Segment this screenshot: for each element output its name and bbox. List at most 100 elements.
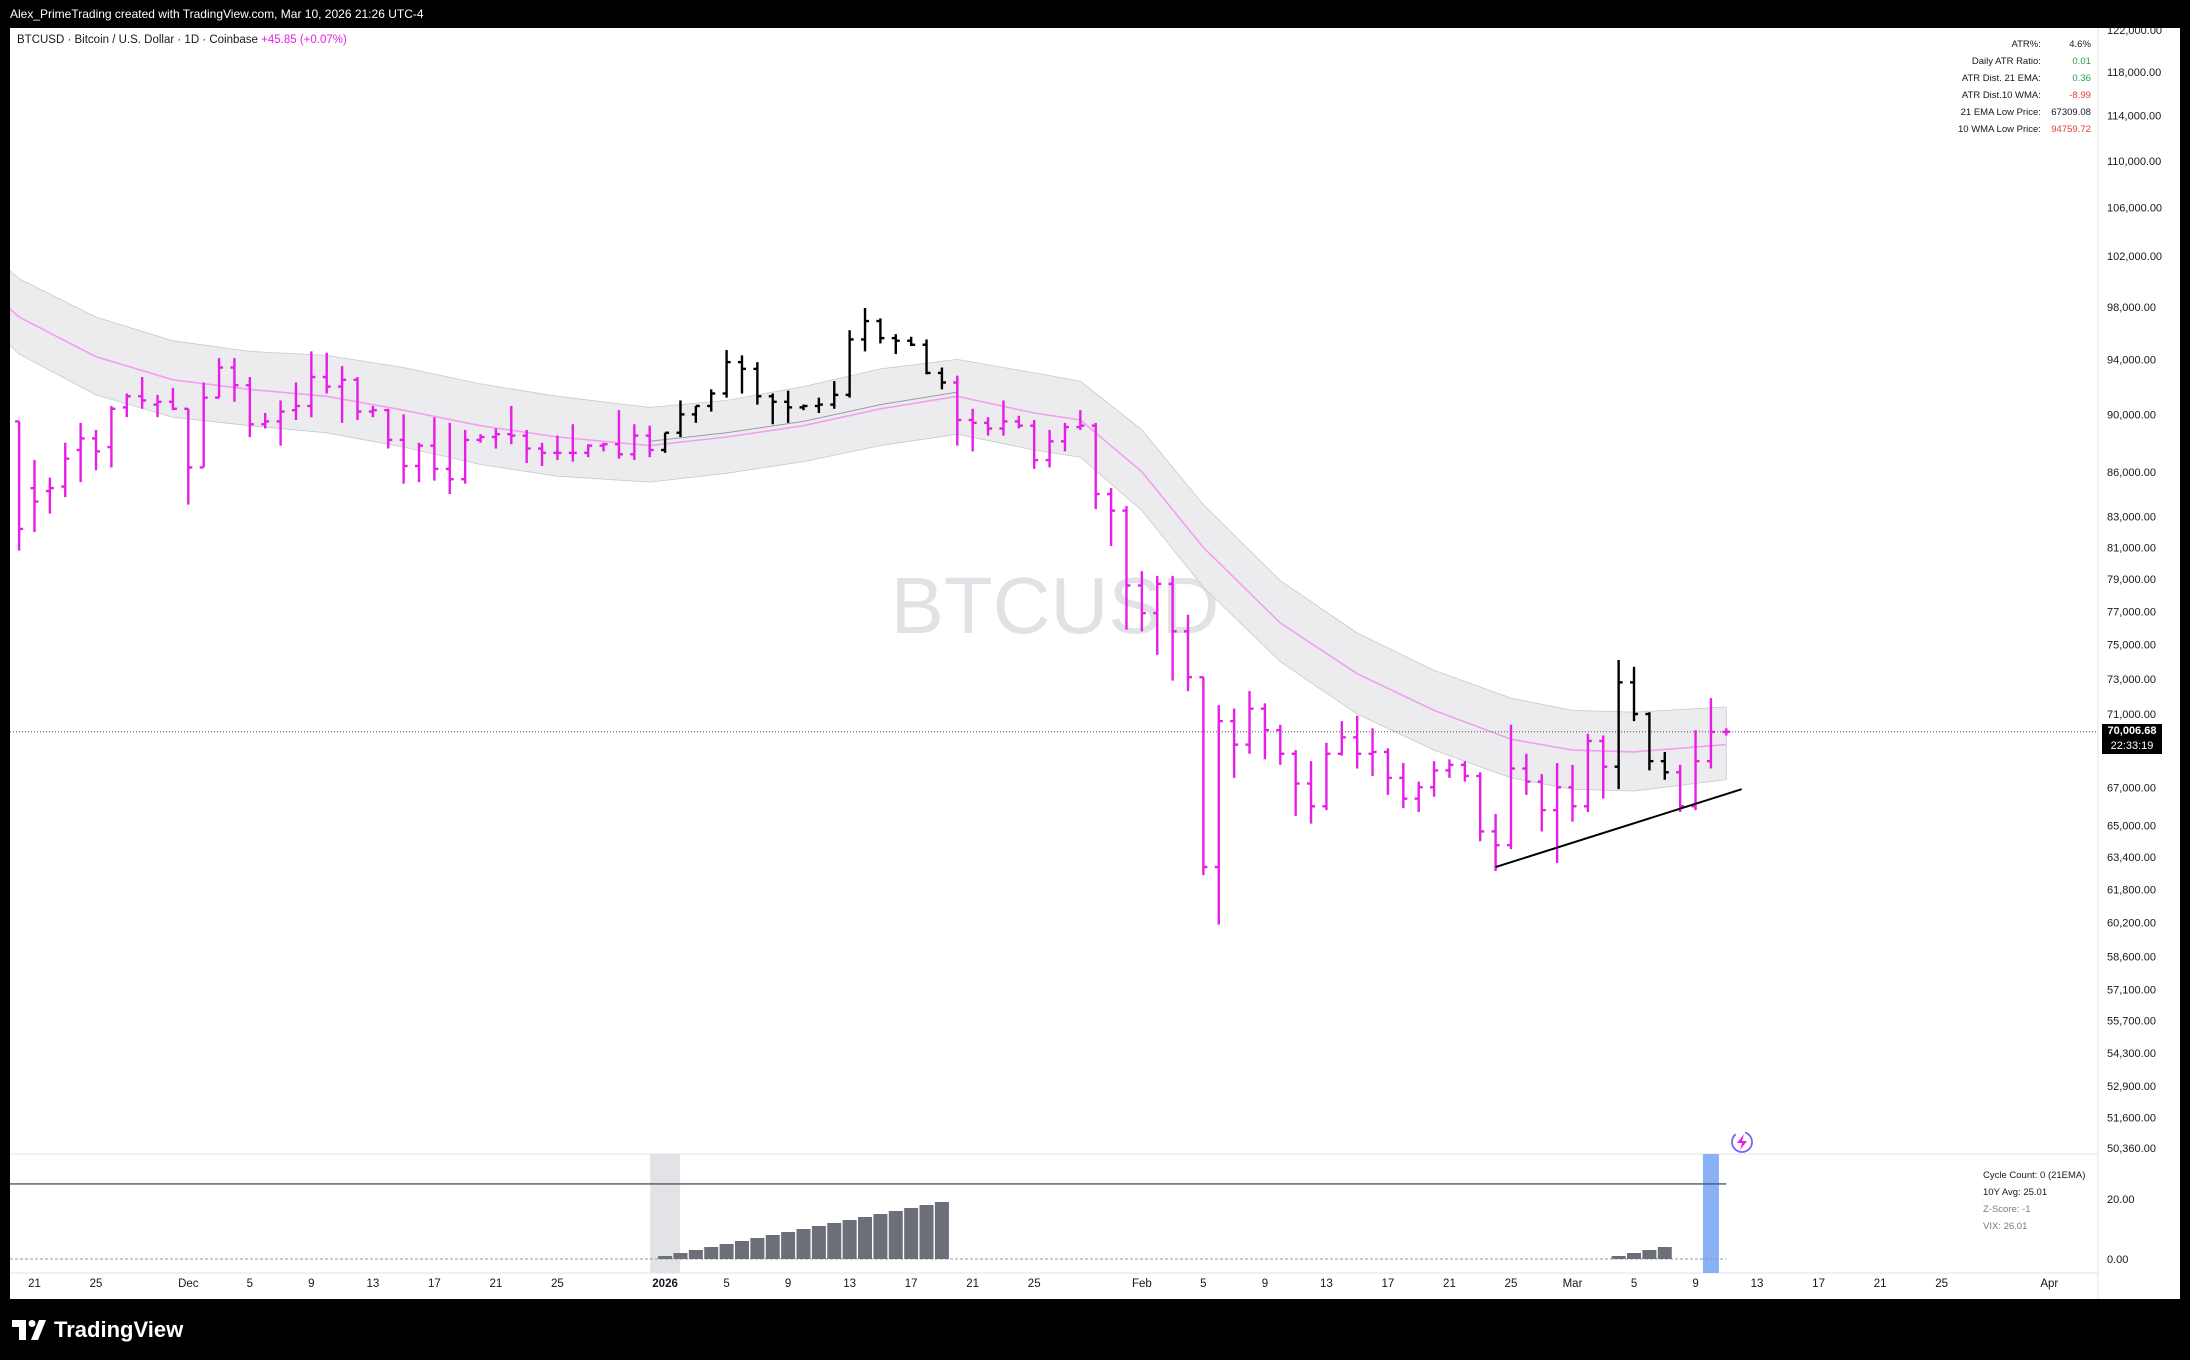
- ohlc-bar: [937, 367, 946, 390]
- price-scale-label: 75,000.00: [2107, 640, 2156, 652]
- price-scale-label: 114,000.00: [2107, 111, 2161, 123]
- ohlc-bar: [307, 351, 316, 418]
- current-price-value: 70,006.68: [2107, 724, 2157, 737]
- time-axis-label: Dec: [178, 1278, 199, 1290]
- time-axis-label: 25: [1935, 1278, 1948, 1290]
- ohlc-bar: [61, 442, 70, 498]
- time-axis-label: 25: [551, 1278, 564, 1290]
- atr-stats-table: ATR%: 4.6% Daily ATR Ratio: 0.01 ATR Dist. 2…: [1955, 36, 2094, 138]
- ohlc-bar: [1706, 698, 1715, 769]
- ohlc-bar: [15, 420, 24, 551]
- cycle-count-bar: [873, 1214, 888, 1259]
- lightning-alert-icon[interactable]: [1731, 1131, 1753, 1153]
- cycle-count-bar: [1627, 1253, 1642, 1259]
- ohlc-bar: [1368, 728, 1377, 777]
- tradingview-logo[interactable]: TradingView: [12, 1317, 183, 1343]
- time-axis-label: 25: [90, 1278, 103, 1290]
- ohlc-bar: [261, 412, 270, 429]
- time-axis-label: 17: [905, 1278, 918, 1290]
- cycle-count-bar: [904, 1208, 919, 1259]
- symbol-change: +45.85 (+0.07%): [261, 34, 347, 46]
- ohlc-bar: [1660, 751, 1669, 780]
- chart-canvas[interactable]: BTCUSD 122,000.00 118,000.00 114,000.00 110,…: [10, 28, 2180, 1299]
- atr-row-value: -8.99: [2069, 90, 2091, 101]
- cycle-count-bar: [704, 1247, 719, 1259]
- bar-countdown: 22:33:19: [2110, 739, 2154, 752]
- cycle-count-bar: [688, 1250, 703, 1259]
- ohlc-bar: [768, 393, 777, 425]
- ohlc-bar: [1199, 675, 1208, 876]
- ohlc-bar: [1676, 764, 1685, 813]
- time-axis-label: 5: [247, 1278, 253, 1290]
- ohlc-bar: [584, 444, 593, 458]
- ohlc-bar: [1045, 429, 1054, 468]
- price-scale-label: 106,000.00: [2107, 203, 2162, 215]
- ohlc-bar: [1537, 774, 1546, 832]
- time-axis-label: 17: [428, 1278, 441, 1290]
- ohlc-bar: [922, 339, 931, 375]
- ohlc-bar: [1260, 703, 1269, 760]
- ohlc-bar: [691, 404, 700, 423]
- ohlc-bar: [753, 362, 762, 405]
- cycle-count-bar: [1657, 1247, 1672, 1259]
- price-scale-label: 65,000.00: [2107, 821, 2156, 833]
- vix-text: VIX: 26.01: [1983, 1221, 2028, 1232]
- ohlc-bar: [45, 477, 54, 514]
- lightning-bolt-shape: [1737, 1134, 1747, 1150]
- atr-row-value: 94759.72: [2051, 124, 2091, 135]
- atr-row: 10 WMA Low Price: 94759.72: [1955, 121, 2094, 138]
- ohlc-bar: [1245, 691, 1254, 754]
- symbol-title: BTCUSD · Bitcoin / U.S. Dollar · 1D · Co…: [17, 34, 258, 46]
- ohlc-bar: [1230, 708, 1239, 778]
- chart-frame[interactable]: BTCUSD 122,000.00 118,000.00 114,000.00 110,…: [10, 28, 2180, 1299]
- atr-row-label: ATR Dist. 21 EMA:: [1961, 73, 2041, 84]
- ohlc-bar: [861, 308, 870, 352]
- cycle-count-bar: [1642, 1250, 1657, 1259]
- ascending-trendline: [1495, 788, 1742, 869]
- ohlc-bar: [368, 405, 377, 418]
- ohlc-bar: [645, 425, 654, 458]
- ohlc-bar: [568, 424, 577, 462]
- price-scale-label: 54,300.00: [2107, 1048, 2156, 1060]
- ohlc-bar: [1383, 748, 1392, 795]
- top-credit-bar: Alex_PrimeTrading created with TradingVi…: [0, 0, 2190, 28]
- ohlc-bar: [1214, 705, 1223, 925]
- ohlc-bar: [76, 422, 85, 483]
- ohlc-bar: [92, 429, 101, 471]
- ohlc-bar: [661, 431, 670, 453]
- ohlc-bar: [707, 389, 716, 412]
- ohlc-bar: [153, 394, 162, 418]
- time-axis-label: 5: [723, 1278, 729, 1290]
- ohlc-bar: [1399, 762, 1408, 809]
- ohlc-bar: [1722, 728, 1731, 736]
- time-axis-label: 17: [1382, 1278, 1395, 1290]
- price-scale-label: 90,000.00: [2107, 409, 2156, 421]
- ohlc-bar: [614, 410, 623, 459]
- price-scale-label: 81,000.00: [2107, 543, 2156, 555]
- z-score-text: Z-Score: -1: [1983, 1204, 2031, 1215]
- time-axis-label: 9: [785, 1278, 791, 1290]
- lower-scale-label: 0.00: [2107, 1254, 2128, 1266]
- cycle-count-bar: [1611, 1256, 1626, 1259]
- cycle-count-bar: [811, 1226, 826, 1259]
- time-axis-label: Mar: [1563, 1278, 1583, 1290]
- cycle-count-bar: [858, 1217, 873, 1259]
- atr-row: ATR%: 4.6%: [1955, 36, 2094, 53]
- price-scale-label: 79,000.00: [2107, 574, 2156, 586]
- ohlc-bar: [476, 434, 485, 443]
- ohlc-bar: [1506, 724, 1515, 850]
- ohlc-bar: [291, 382, 300, 421]
- cycle-count-bar: [750, 1238, 765, 1259]
- watermark-text: BTCUSD: [891, 561, 1220, 650]
- price-scale-label: 71,000.00: [2107, 709, 2156, 721]
- price-scale-label: 86,000.00: [2107, 467, 2156, 479]
- ohlc-bar: [968, 408, 977, 452]
- ohlc-bar: [184, 407, 193, 505]
- ohlc-bar: [1184, 614, 1192, 692]
- ohlc-bar: [1276, 724, 1285, 765]
- ohlc-bar: [461, 429, 470, 484]
- ohlc-bar: [168, 387, 177, 411]
- ohlc-bar: [1153, 575, 1162, 655]
- ohlc-bar: [1030, 420, 1039, 469]
- ohlc-bar: [845, 330, 854, 398]
